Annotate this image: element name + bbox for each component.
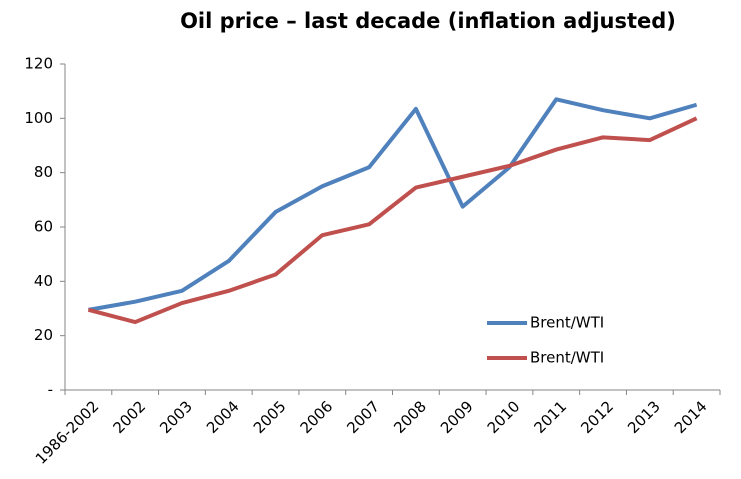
series-line (88, 97, 698, 312)
legend-label: Brent/WTI (530, 349, 604, 367)
x-tick-label: 2006 (297, 397, 337, 437)
y-tick-label: 120 (24, 55, 53, 73)
x-tick-label: 2013 (624, 397, 664, 437)
y-tick-label: 40 (34, 272, 53, 290)
x-tick-label: 2010 (484, 397, 524, 437)
x-tick-label: 2009 (437, 397, 477, 437)
y-tick-label: 80 (34, 163, 53, 181)
x-tick-label: 2008 (390, 397, 430, 437)
x-tick-label: 2007 (343, 397, 383, 437)
series-line (87, 116, 698, 325)
x-tick-label: 1986-2002 (32, 397, 103, 468)
chart-title: Oil price – last decade (inflation adjus… (180, 9, 676, 33)
x-tick-label: 2011 (531, 397, 571, 437)
y-tick-label: 20 (34, 326, 53, 344)
x-tick-label: 2012 (577, 397, 617, 437)
legend: Brent/WTI Brent/WTI (487, 314, 604, 367)
x-tick-label: 2002 (109, 397, 149, 437)
y-tick-label: 60 (34, 218, 53, 236)
x-tick-label: 2005 (250, 397, 290, 437)
legend-label: Brent/WTI (530, 314, 604, 332)
x-tick-label: 2003 (156, 397, 196, 437)
x-tick-label: 2004 (203, 397, 243, 437)
y-tick-label: 100 (24, 109, 53, 127)
y-tick-label: - (48, 381, 53, 399)
x-tick-label: 2014 (671, 397, 711, 437)
